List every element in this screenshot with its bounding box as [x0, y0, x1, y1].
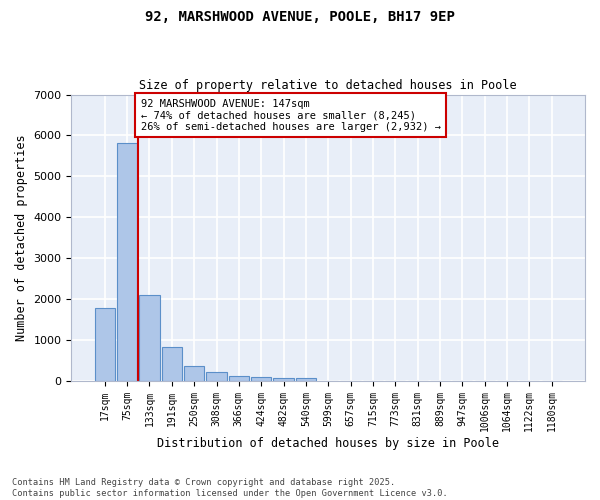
Bar [95, 308, 115, 380]
Bar [162, 347, 182, 380]
Bar [274, 378, 293, 380]
Y-axis label: Number of detached properties: Number of detached properties [15, 134, 28, 341]
Bar [139, 295, 160, 380]
Bar [251, 377, 271, 380]
Text: 92 MARSHWOOD AVENUE: 147sqm
← 74% of detached houses are smaller (8,245)
26% of : 92 MARSHWOOD AVENUE: 147sqm ← 74% of det… [140, 98, 440, 132]
Bar [184, 366, 204, 380]
X-axis label: Distribution of detached houses by size in Poole: Distribution of detached houses by size … [157, 437, 499, 450]
Bar [296, 378, 316, 380]
Title: Size of property relative to detached houses in Poole: Size of property relative to detached ho… [139, 79, 517, 92]
Bar [117, 143, 137, 380]
Text: 92, MARSHWOOD AVENUE, POOLE, BH17 9EP: 92, MARSHWOOD AVENUE, POOLE, BH17 9EP [145, 10, 455, 24]
Text: Contains HM Land Registry data © Crown copyright and database right 2025.
Contai: Contains HM Land Registry data © Crown c… [12, 478, 448, 498]
Bar [229, 376, 249, 380]
Bar [206, 372, 227, 380]
